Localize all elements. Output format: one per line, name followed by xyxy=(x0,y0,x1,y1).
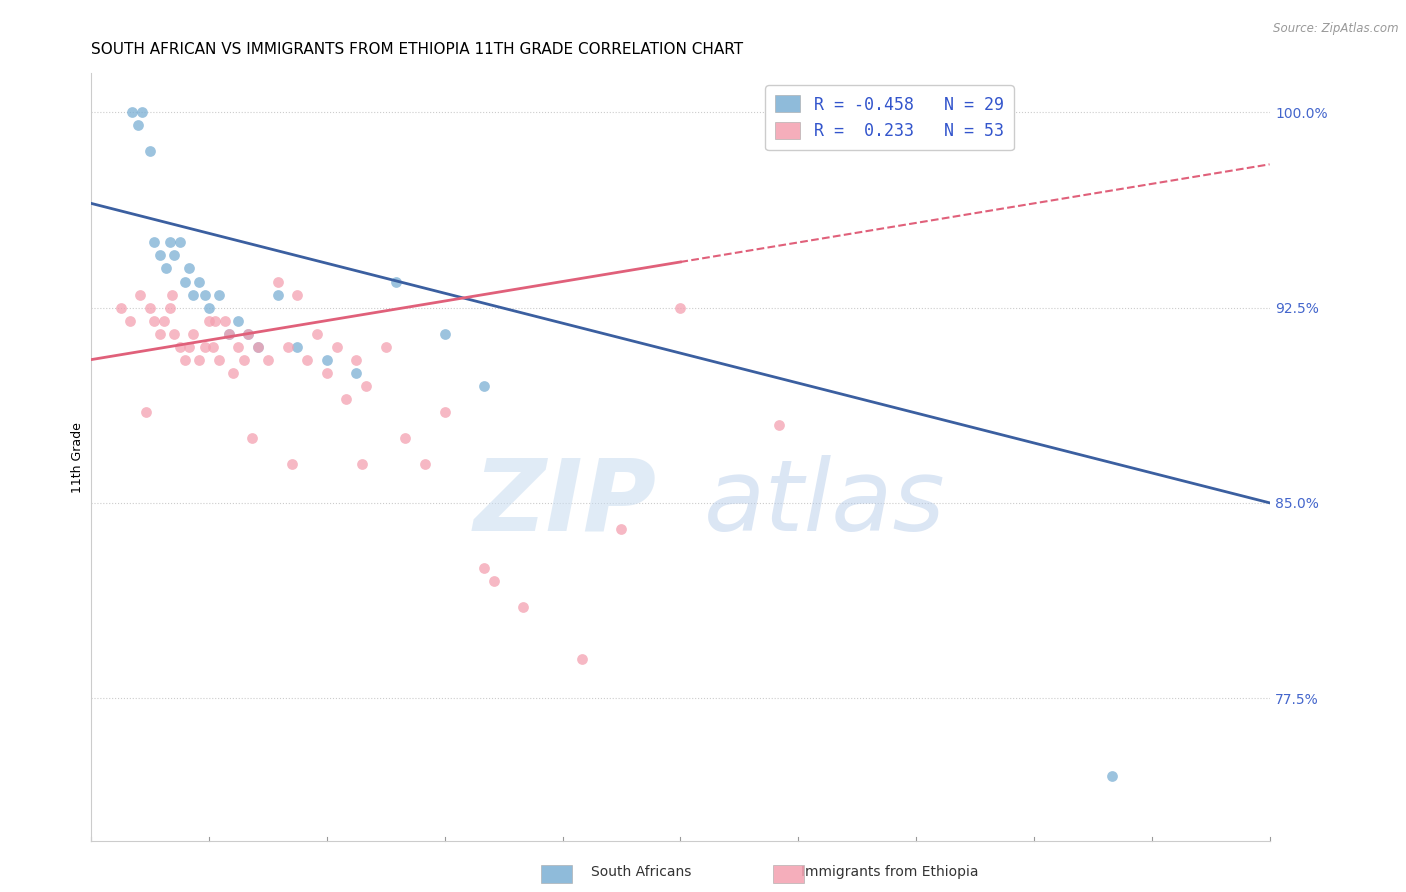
Point xyxy=(297,352,319,367)
Point xyxy=(287,287,309,301)
Point xyxy=(208,287,231,301)
Point xyxy=(344,366,367,380)
Point xyxy=(1101,769,1123,783)
Text: SOUTH AFRICAN VS IMMIGRANTS FROM ETHIOPIA 11TH GRADE CORRELATION CHART: SOUTH AFRICAN VS IMMIGRANTS FROM ETHIOPI… xyxy=(91,42,744,57)
Point xyxy=(181,287,204,301)
Point xyxy=(433,405,456,419)
Point xyxy=(120,313,142,327)
Text: South Africans: South Africans xyxy=(591,865,690,880)
Point xyxy=(179,340,201,354)
Point xyxy=(305,326,328,341)
Point xyxy=(174,352,197,367)
Point xyxy=(208,352,231,367)
Point xyxy=(135,405,157,419)
Point xyxy=(131,105,153,120)
Point xyxy=(374,340,396,354)
Text: ZIP: ZIP xyxy=(474,455,657,552)
Point xyxy=(204,313,226,327)
Point xyxy=(221,366,243,380)
Point xyxy=(143,313,166,327)
Point xyxy=(139,301,162,315)
Point xyxy=(472,561,495,575)
Point xyxy=(194,340,217,354)
Point xyxy=(669,301,692,315)
Text: Source: ZipAtlas.com: Source: ZipAtlas.com xyxy=(1274,22,1399,36)
Point xyxy=(153,313,176,327)
Point xyxy=(181,326,204,341)
Point xyxy=(325,340,347,354)
Point xyxy=(163,248,186,262)
Point xyxy=(149,248,172,262)
Point xyxy=(384,275,406,289)
Point xyxy=(315,352,337,367)
Point xyxy=(198,301,221,315)
Point xyxy=(188,275,211,289)
Point xyxy=(610,522,633,536)
Point xyxy=(121,105,143,120)
Point xyxy=(218,326,240,341)
Text: atlas: atlas xyxy=(704,455,946,552)
Point xyxy=(768,417,790,432)
Point xyxy=(228,313,250,327)
Point xyxy=(160,287,183,301)
Point xyxy=(238,326,260,341)
Point xyxy=(267,287,290,301)
Point xyxy=(413,457,436,471)
Point xyxy=(247,340,270,354)
Point xyxy=(482,574,505,588)
Point xyxy=(155,261,177,276)
Text: Immigrants from Ethiopia: Immigrants from Ethiopia xyxy=(801,865,979,880)
Point xyxy=(287,340,309,354)
Point xyxy=(257,352,280,367)
Point xyxy=(277,340,299,354)
Point xyxy=(214,313,236,327)
Point xyxy=(218,326,240,341)
Point xyxy=(394,431,416,445)
Point xyxy=(174,275,197,289)
Point xyxy=(169,235,191,250)
Point xyxy=(198,313,221,327)
Point xyxy=(110,301,132,315)
Point xyxy=(139,145,162,159)
Point xyxy=(352,457,374,471)
Point xyxy=(335,392,357,406)
Point xyxy=(159,301,181,315)
Point xyxy=(433,326,456,341)
Point xyxy=(315,366,337,380)
Point xyxy=(159,235,181,250)
Point xyxy=(280,457,302,471)
Point xyxy=(512,599,534,614)
Point xyxy=(129,287,152,301)
Point xyxy=(228,340,250,354)
Point xyxy=(179,261,201,276)
Y-axis label: 11th Grade: 11th Grade xyxy=(72,422,84,492)
Point xyxy=(143,235,166,250)
Point xyxy=(201,340,224,354)
Point xyxy=(571,652,593,666)
Point xyxy=(267,275,290,289)
Point xyxy=(233,352,256,367)
Point xyxy=(344,352,367,367)
Point xyxy=(149,326,172,341)
Point xyxy=(194,287,217,301)
Point xyxy=(169,340,191,354)
Point xyxy=(163,326,186,341)
Legend: R = -0.458   N = 29, R =  0.233   N = 53: R = -0.458 N = 29, R = 0.233 N = 53 xyxy=(765,86,1014,150)
Point xyxy=(240,431,263,445)
Point xyxy=(238,326,260,341)
Point xyxy=(472,378,495,392)
Point xyxy=(247,340,270,354)
Point xyxy=(354,378,377,392)
Point xyxy=(127,118,149,132)
Point xyxy=(188,352,211,367)
